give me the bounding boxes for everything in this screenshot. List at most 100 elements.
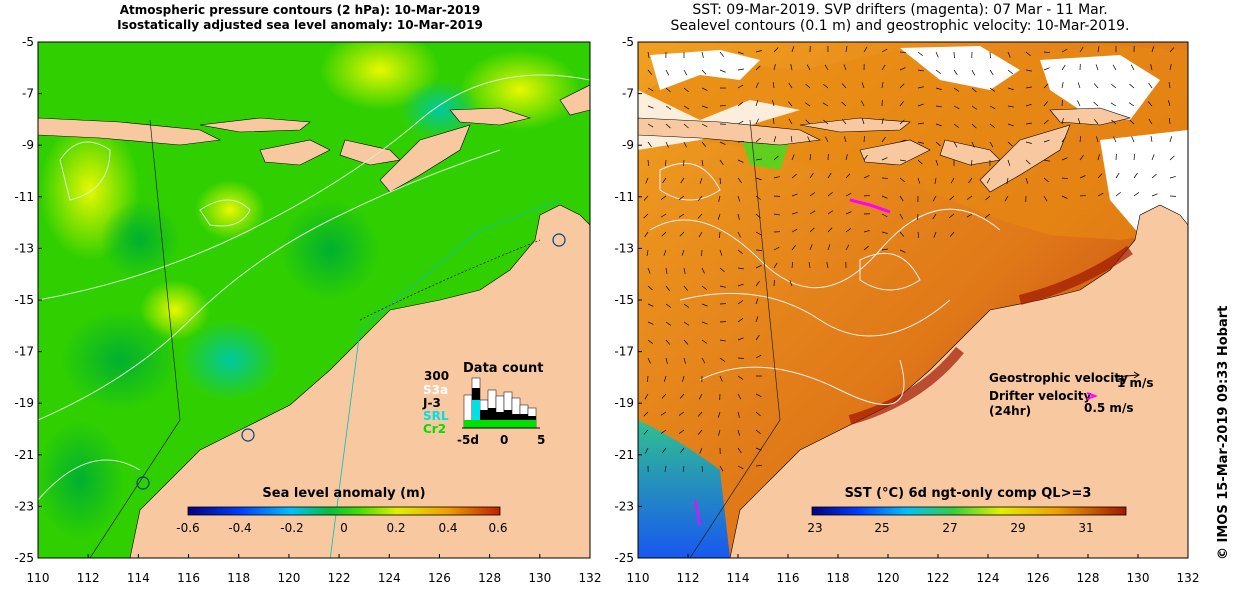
velocity-vector [678, 411, 685, 416]
velocity-vector [935, 87, 942, 90]
velocity-vector [917, 122, 924, 125]
velocity-vector [1115, 172, 1120, 179]
right-lat-tick: -25 [614, 551, 634, 565]
right-lon-tick: 118 [827, 571, 850, 585]
velocity-vector [822, 102, 829, 107]
velocity-vector [899, 231, 905, 237]
sla-tick-6: 0.4 [438, 521, 457, 535]
velocity-vector [755, 447, 762, 451]
velocity-vector [719, 285, 726, 288]
velocity-vector [698, 393, 703, 400]
velocity-vector [881, 157, 888, 161]
velocity-vector [680, 177, 685, 184]
velocity-vector [971, 123, 977, 129]
velocity-vector [881, 248, 888, 251]
velocity-vector [863, 154, 868, 161]
velocity-vector [647, 123, 654, 128]
velocity-vector [1131, 136, 1135, 143]
velocity-vector [845, 192, 852, 197]
velocity-vector [949, 231, 955, 237]
velocity-vector [971, 105, 978, 110]
velocity-vector [899, 195, 904, 202]
velocity-vector [899, 159, 906, 162]
velocity-vector [665, 159, 667, 167]
velocity-vector [646, 249, 649, 256]
velocity-vector [1133, 172, 1138, 179]
velocity-vector [719, 339, 726, 342]
velocity-vector [737, 159, 744, 163]
velocity-vector [647, 375, 649, 383]
velocity-vector [755, 195, 761, 200]
velocity-vector [719, 141, 726, 145]
velocity-vector [773, 117, 775, 125]
velocity-vector [790, 64, 793, 71]
velocity-vector [755, 82, 759, 89]
velocity-vector [791, 46, 795, 53]
velocity-vector [899, 51, 907, 53]
velocity-vector [809, 153, 812, 161]
velocity-vector [1025, 159, 1031, 165]
velocity-vector [791, 193, 798, 197]
velocity-vector [683, 339, 689, 345]
velocity-vector [719, 249, 723, 256]
data-count-inset: Data count 300 S3a J-3 SRL Cr2 [422, 361, 545, 447]
velocity-vector [986, 177, 991, 184]
velocity-vector [697, 213, 703, 219]
data-count-tick-0: 0 [500, 433, 508, 447]
velocity-vector [899, 67, 906, 71]
velocity-vector [772, 82, 775, 89]
velocity-vector [827, 227, 833, 233]
velocity-vector [647, 69, 653, 75]
velocity-vector [804, 102, 811, 107]
velocity-vector [1151, 46, 1155, 53]
velocity-vector [718, 195, 721, 202]
velocity-vector [755, 213, 761, 219]
velocity-vector [1061, 136, 1066, 143]
velocity-vector [845, 46, 848, 53]
velocity-vector [701, 321, 708, 325]
left-title-line-1: Atmospheric pressure contours (2 hPa): 1… [119, 3, 481, 17]
velocity-vector [719, 69, 726, 73]
velocity-vector [737, 213, 740, 220]
right-lat-tick: -5 [622, 35, 634, 49]
velocity-vector [773, 176, 780, 179]
velocity-vector [683, 87, 689, 93]
left-lat-tick: -5 [22, 35, 34, 49]
right-map-axes: -5 -7 -9 -11 -13 -15 -17 -19 -21 -23 -25 110 112 114 1… [614, 35, 1199, 585]
velocity-vector [665, 285, 670, 291]
velocity-vector [899, 83, 905, 89]
velocity-vector [699, 447, 703, 454]
velocity-vector [823, 83, 829, 89]
velocity-vector [755, 393, 762, 398]
velocity-vector [683, 141, 687, 148]
velocity-vector [1151, 154, 1155, 161]
velocity-vector [737, 51, 744, 55]
velocity-vector [989, 105, 996, 110]
velocity-vector [989, 123, 995, 128]
velocity-vector [899, 249, 906, 253]
velocity-vector [647, 321, 654, 325]
velocity-vector [791, 228, 798, 233]
velocity-vector [1097, 173, 1103, 179]
velocity-vector [683, 69, 688, 76]
right-lon-tick: 124 [977, 571, 1000, 585]
sla-tick-2: -0.4 [228, 521, 251, 535]
left-title-line-2: Isostatically adjusted sea level anomaly… [117, 18, 483, 32]
velocity-vector [791, 154, 795, 161]
data-count-tick-minus5: -5d [457, 433, 479, 447]
right-title-line-1: SST: 09-Mar-2019. SVP drifters (magenta)… [692, 2, 1108, 18]
right-lat-tick: -21 [614, 448, 634, 462]
velocity-vector [1096, 136, 1099, 143]
right-panel-title: SST: 09-Mar-2019. SVP drifters (magenta)… [600, 2, 1200, 34]
velocity-vector [643, 213, 649, 219]
velocity-vector [863, 135, 865, 143]
velocity-vector [660, 429, 667, 434]
velocity-vector [680, 447, 685, 454]
velocity-vector [917, 177, 921, 184]
velocity-vector [665, 69, 670, 76]
velocity-vector [665, 267, 668, 274]
velocity-vector [647, 105, 654, 109]
velocity-vector [719, 465, 724, 472]
left-lat-tick: -11 [14, 190, 34, 204]
velocity-vector [1043, 139, 1050, 143]
